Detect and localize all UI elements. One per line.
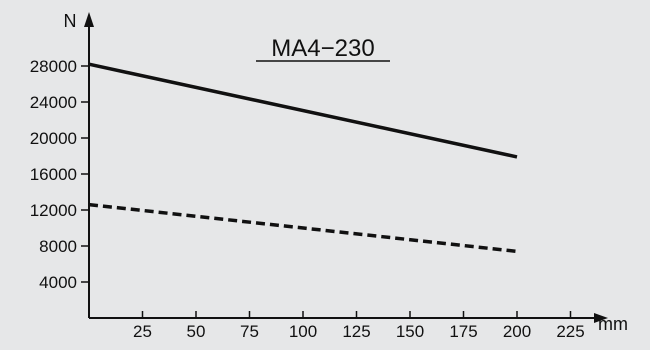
axes (84, 12, 608, 323)
chart-title: MA4−230 (271, 35, 374, 62)
x-tick-label: 25 (133, 322, 152, 341)
ticks: 25 50 75 100 125 150 175 200 225 4000 8000 12000 160… (30, 57, 585, 341)
y-tick-label: 16000 (30, 165, 77, 184)
x-axis-arrow-icon (594, 313, 608, 323)
x-tick-label: 125 (342, 322, 370, 341)
series-line-dashed (88, 202, 518, 254)
x-tick-label: 175 (449, 322, 477, 341)
series-line-solid (88, 62, 518, 159)
y-tick-label: 8000 (39, 237, 77, 256)
y-tick-label: 12000 (30, 201, 77, 220)
x-tick-label: 150 (396, 322, 424, 341)
y-tick-label: 28000 (30, 57, 77, 76)
y-axis-arrow-icon (84, 12, 94, 27)
x-tick-label: 50 (187, 322, 206, 341)
x-axis-unit: mm (598, 314, 628, 334)
x-tick-label: 200 (503, 322, 531, 341)
y-tick-label: 4000 (39, 273, 77, 292)
y-tick-label: 24000 (30, 93, 77, 112)
x-tick-label: 75 (240, 322, 259, 341)
x-tick-label: 100 (289, 322, 317, 341)
y-axis-unit: N (64, 11, 77, 31)
x-tick-label: 225 (556, 322, 584, 341)
y-tick-label: 20000 (30, 129, 77, 148)
series-layer (88, 62, 518, 254)
